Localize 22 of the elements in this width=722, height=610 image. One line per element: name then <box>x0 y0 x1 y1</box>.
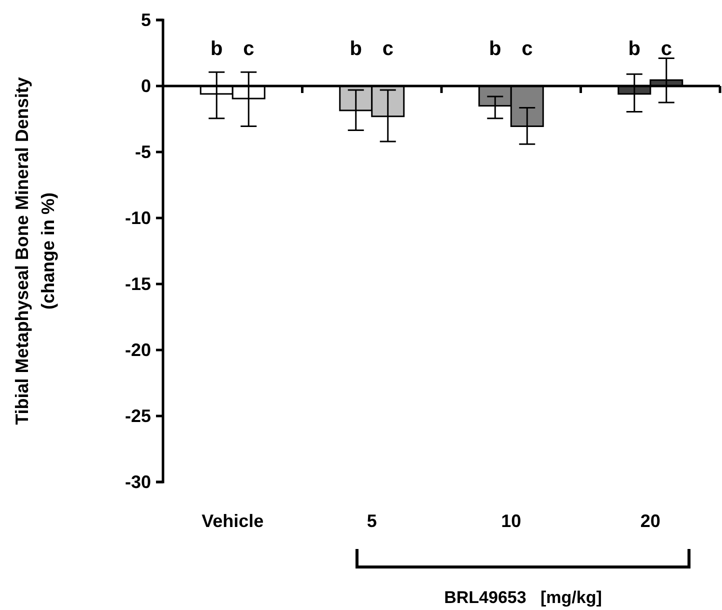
y-tick-label: 5 <box>140 10 151 30</box>
y-tick-label: -25 <box>124 406 151 426</box>
annotation: b <box>628 38 640 60</box>
x-tick-label: 5 <box>366 511 377 531</box>
annotation: b <box>350 38 362 60</box>
annotation: c <box>522 38 533 60</box>
annotation: c <box>382 38 394 60</box>
x-tick-label: 10 <box>501 511 522 531</box>
x-axis-title: BRL49653 [mg/kg] <box>444 588 602 607</box>
y-tick-label: -20 <box>124 340 151 360</box>
annotation: c <box>660 38 672 60</box>
x-tick-label: Vehicle <box>202 511 264 531</box>
x-tick-label: 20 <box>640 511 660 531</box>
annotation: c <box>243 38 254 60</box>
y-axis-title: Tibial Metaphyseal Bone Mineral Density (change in %) <box>12 77 58 425</box>
annotation: b <box>489 38 502 60</box>
y-tick-label: -15 <box>124 274 151 294</box>
y-tick-label: -5 <box>134 142 151 162</box>
y-tick-label: 0 <box>140 76 151 96</box>
annotation: b <box>210 38 223 60</box>
y-tick-label: -30 <box>124 472 151 492</box>
y-tick-label: -10 <box>124 208 151 228</box>
